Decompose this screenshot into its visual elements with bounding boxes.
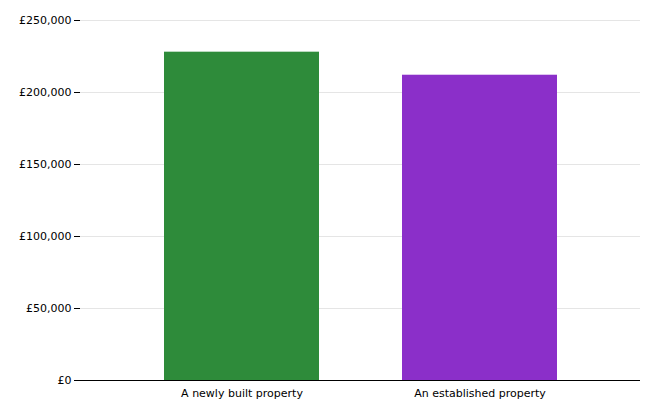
- svg-text:£250,000: £250,000: [19, 14, 72, 27]
- svg-text:£150,000: £150,000: [19, 158, 72, 171]
- svg-text:£0: £0: [58, 374, 72, 387]
- svg-text:£200,000: £200,000: [19, 86, 72, 99]
- svg-text:£50,000: £50,000: [26, 302, 72, 315]
- svg-text:A newly built property: A newly built property: [181, 387, 303, 400]
- svg-text:£100,000: £100,000: [19, 230, 72, 243]
- svg-text:An established property: An established property: [414, 387, 546, 400]
